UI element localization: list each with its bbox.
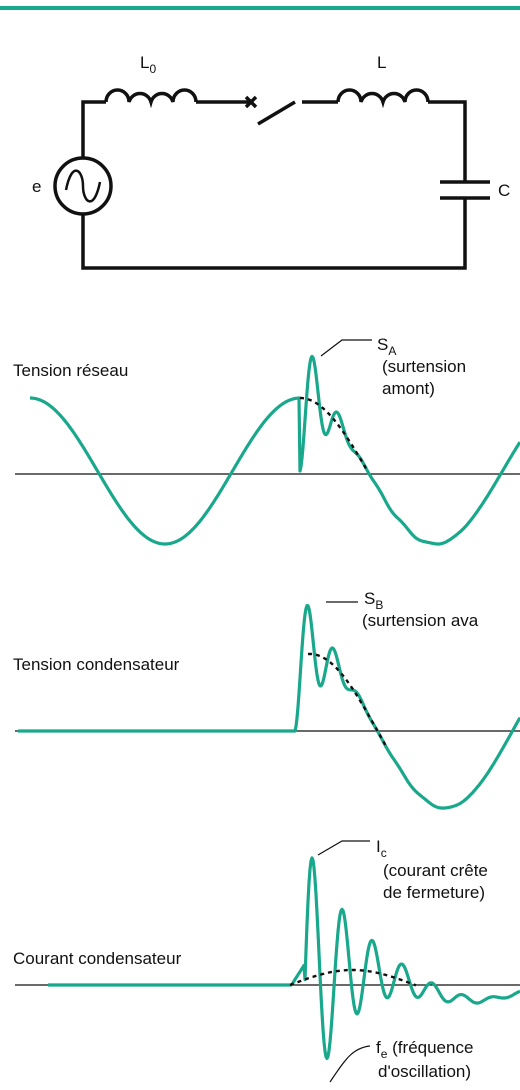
leader (317, 840, 370, 856)
marker: Ic (376, 837, 387, 860)
marker: SA (377, 335, 396, 358)
dashed-base (289, 968, 417, 987)
capacitor-label: C (498, 181, 510, 200)
dashed-base (307, 652, 388, 747)
freq-label: d'oscillation) (378, 1062, 471, 1081)
waveform (47, 856, 520, 1060)
panel-label: Courant condensateur (13, 949, 182, 968)
circuit (53, 88, 490, 270)
leader (320, 339, 372, 357)
note: (surtension ava (362, 611, 479, 630)
dashed-base (300, 396, 370, 473)
panel-label: Tension réseau (13, 361, 128, 380)
note: de fermeture) (383, 883, 485, 902)
leader (329, 1045, 371, 1083)
note: (courant crête (383, 861, 488, 880)
note: (surtension (382, 357, 466, 376)
note: amont) (382, 379, 435, 398)
top-rule (0, 6, 520, 10)
panel-label: Tension condensateur (13, 655, 180, 674)
waveform (29, 354, 520, 546)
marker: SB (364, 589, 383, 612)
freq-label: fe (fréquence (376, 1038, 473, 1061)
l0-label: L0 (140, 53, 156, 76)
source-label: e (32, 177, 41, 196)
l-label: L (377, 53, 386, 72)
waveform (17, 604, 520, 810)
